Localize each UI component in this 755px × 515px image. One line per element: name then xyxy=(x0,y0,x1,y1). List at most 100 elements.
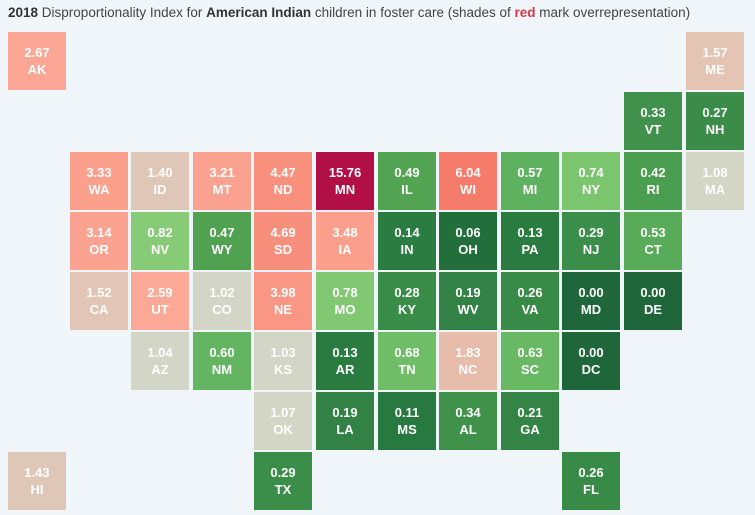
state-abbr: UT xyxy=(151,302,169,317)
state-abbr: NH xyxy=(705,122,725,137)
state-value: 3.98 xyxy=(270,285,296,300)
state-value: 1.52 xyxy=(86,285,112,300)
state-tile-pa[interactable]: 0.13 PA xyxy=(501,212,559,270)
state-tile-nh[interactable]: 0.27 NH xyxy=(686,92,744,150)
title-red-word: red xyxy=(514,5,536,20)
state-abbr: MA xyxy=(704,182,726,197)
state-value: 0.49 xyxy=(394,165,420,180)
state-value: 0.29 xyxy=(578,225,604,240)
state-tile-mi[interactable]: 0.57 MI xyxy=(501,152,559,210)
state-tile-il[interactable]: 0.49 IL xyxy=(378,152,436,210)
state-abbr: AL xyxy=(459,422,477,437)
state-abbr: ME xyxy=(705,62,725,77)
state-tile-hi[interactable]: 1.43 HI xyxy=(8,452,66,510)
state-tile-ks[interactable]: 1.03 KS xyxy=(254,332,312,390)
state-tile-tx[interactable]: 0.29 TX xyxy=(254,452,312,510)
state-tile-la[interactable]: 0.19 LA xyxy=(316,392,374,450)
state-tile-md[interactable]: 0.00 MD xyxy=(562,272,620,330)
state-tile-ky[interactable]: 0.28 KY xyxy=(378,272,436,330)
state-abbr: AZ xyxy=(151,362,169,377)
state-value: 1.07 xyxy=(270,405,296,420)
state-value: 1.83 xyxy=(455,345,481,360)
state-tile-vt[interactable]: 0.33 VT xyxy=(624,92,682,150)
state-tile-oh[interactable]: 0.06 OH xyxy=(439,212,497,270)
state-value: 0.63 xyxy=(517,345,543,360)
state-value: 0.11 xyxy=(394,405,420,420)
state-tile-dc[interactable]: 0.00 DC xyxy=(562,332,620,390)
state-tile-az[interactable]: 1.04 AZ xyxy=(131,332,189,390)
state-abbr: OR xyxy=(89,242,109,257)
state-tile-ut[interactable]: 2.59 UT xyxy=(131,272,189,330)
state-value: 1.02 xyxy=(209,285,235,300)
state-tile-mn[interactable]: 15.76 MN xyxy=(316,152,374,210)
state-abbr: KS xyxy=(273,362,293,377)
state-tile-wy[interactable]: 0.47 WY xyxy=(193,212,251,270)
state-tile-nj[interactable]: 0.29 NJ xyxy=(562,212,620,270)
state-value: 0.57 xyxy=(517,165,543,180)
state-value: 0.28 xyxy=(394,285,420,300)
state-tile-sc[interactable]: 0.63 SC xyxy=(501,332,559,390)
state-tile-de[interactable]: 0.00 DE xyxy=(624,272,682,330)
state-abbr: NY xyxy=(581,182,601,197)
state-value: 1.43 xyxy=(24,465,50,480)
state-tile-ne[interactable]: 3.98 NE xyxy=(254,272,312,330)
state-tile-fl[interactable]: 0.26 FL xyxy=(562,452,620,510)
state-value: 4.69 xyxy=(270,225,296,240)
state-tile-ms[interactable]: 0.11 MS xyxy=(378,392,436,450)
state-abbr: IN xyxy=(400,242,414,257)
state-tile-ga[interactable]: 0.21 GA xyxy=(501,392,559,450)
state-tile-ok[interactable]: 1.07 OK xyxy=(254,392,312,450)
state-abbr: NV xyxy=(150,242,170,257)
state-tile-ny[interactable]: 0.74 NY xyxy=(562,152,620,210)
state-tile-me[interactable]: 1.57 ME xyxy=(686,32,744,90)
state-tile-wi[interactable]: 6.04 WI xyxy=(439,152,497,210)
state-abbr: RI xyxy=(646,182,660,197)
state-abbr: MT xyxy=(212,182,232,197)
state-tile-tn[interactable]: 0.68 TN xyxy=(378,332,436,390)
state-value: 0.21 xyxy=(517,405,543,420)
state-value: 0.29 xyxy=(270,465,296,480)
state-tile-ct[interactable]: 0.53 CT xyxy=(624,212,682,270)
state-tile-nc[interactable]: 1.83 NC xyxy=(439,332,497,390)
state-abbr: CO xyxy=(212,302,232,317)
state-value: 1.03 xyxy=(270,345,296,360)
state-tile-id[interactable]: 1.40 ID xyxy=(131,152,189,210)
state-tile-nv[interactable]: 0.82 NV xyxy=(131,212,189,270)
state-value: 0.74 xyxy=(578,165,604,180)
state-tile-mt[interactable]: 3.21 MT xyxy=(193,152,251,210)
state-tile-ak[interactable]: 2.67 AK xyxy=(8,32,66,90)
state-tile-ri[interactable]: 0.42 RI xyxy=(624,152,682,210)
state-tile-nm[interactable]: 0.60 NM xyxy=(193,332,251,390)
state-value: 1.40 xyxy=(147,165,173,180)
state-value: 0.13 xyxy=(332,345,358,360)
state-abbr: MD xyxy=(580,302,602,317)
state-abbr: OH xyxy=(458,242,478,257)
state-value: 1.04 xyxy=(147,345,173,360)
state-value: 0.27 xyxy=(702,105,728,120)
state-tile-sd[interactable]: 4.69 SD xyxy=(254,212,312,270)
state-tile-al[interactable]: 0.34 AL xyxy=(439,392,497,450)
state-value: 3.33 xyxy=(86,165,112,180)
state-abbr: MN xyxy=(334,182,356,197)
state-abbr: FL xyxy=(583,482,599,497)
state-value: 0.19 xyxy=(455,285,481,300)
state-tile-ma[interactable]: 1.08 MA xyxy=(686,152,744,210)
state-tile-va[interactable]: 0.26 VA xyxy=(501,272,559,330)
state-abbr: CT xyxy=(644,242,662,257)
state-abbr: VT xyxy=(644,122,662,137)
state-tile-co[interactable]: 1.02 CO xyxy=(193,272,251,330)
state-value: 0.82 xyxy=(147,225,173,240)
state-value: 0.60 xyxy=(209,345,235,360)
state-tile-nd[interactable]: 4.47 ND xyxy=(254,152,312,210)
state-tile-wa[interactable]: 3.33 WA xyxy=(70,152,128,210)
state-tile-ar[interactable]: 0.13 AR xyxy=(316,332,374,390)
state-tile-in[interactable]: 0.14 IN xyxy=(378,212,436,270)
state-tile-or[interactable]: 3.14 OR xyxy=(70,212,128,270)
state-abbr: CA xyxy=(89,302,109,317)
state-tile-ia[interactable]: 3.48 IA xyxy=(316,212,374,270)
state-abbr: WV xyxy=(457,302,479,317)
state-abbr: PA xyxy=(521,242,539,257)
state-tile-mo[interactable]: 0.78 MO xyxy=(316,272,374,330)
state-tile-ca[interactable]: 1.52 CA xyxy=(70,272,128,330)
state-tile-wv[interactable]: 0.19 WV xyxy=(439,272,497,330)
